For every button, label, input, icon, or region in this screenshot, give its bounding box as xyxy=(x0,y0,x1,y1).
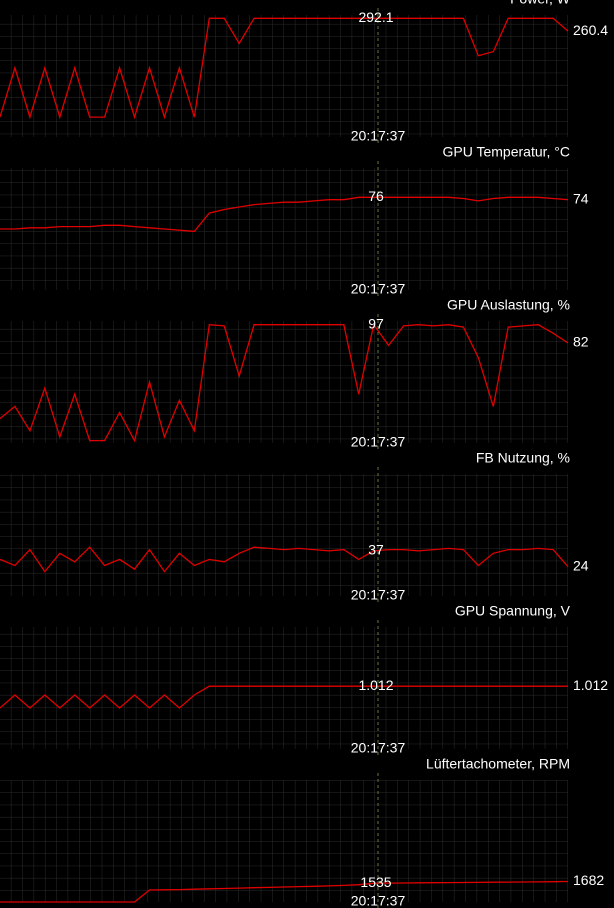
panel-title: Power, W xyxy=(510,0,571,7)
plot-grid xyxy=(0,321,568,443)
panel-title: GPU Spannung, V xyxy=(455,603,571,619)
cursor-time: 20:17:37 xyxy=(351,587,406,603)
current-value: 1.012 xyxy=(573,677,608,693)
current-value: 74 xyxy=(573,190,589,206)
series-line xyxy=(0,685,568,709)
cursor-value: 97 xyxy=(368,315,384,331)
current-value: 24 xyxy=(573,557,589,573)
current-value: 1682 xyxy=(573,872,604,888)
panel-title: Lüftertachometer, RPM xyxy=(426,756,570,772)
cursor-time: 20:17:37 xyxy=(351,893,406,908)
series-line xyxy=(0,546,569,573)
series-line xyxy=(0,196,569,233)
cursor-time: 20:17:37 xyxy=(351,740,406,756)
panel-title: GPU Auslastung, % xyxy=(447,297,570,313)
cursor-value: 292.1 xyxy=(358,9,393,25)
cursor-value: 76 xyxy=(368,188,384,204)
panel-title: GPU Temperatur, °C xyxy=(443,144,571,160)
current-value: 82 xyxy=(573,334,589,350)
series-line xyxy=(0,323,569,443)
plot-grid xyxy=(0,474,568,596)
plot-grid xyxy=(0,168,568,290)
cursor-value: 37 xyxy=(368,542,384,558)
panel-title: FB Nutzung, % xyxy=(476,450,570,466)
current-value: 260.4 xyxy=(573,22,608,38)
plot-grid xyxy=(0,627,568,749)
plot-grid xyxy=(0,780,568,902)
cursor-value: 1.012 xyxy=(358,677,393,693)
series-line xyxy=(0,17,569,120)
cursor-time: 20:17:37 xyxy=(351,128,406,144)
cursor-time: 20:17:37 xyxy=(351,281,406,297)
series-line xyxy=(0,880,569,903)
plot-grid xyxy=(0,15,568,137)
cursor-value: 1535 xyxy=(360,874,391,890)
cursor-time: 20:17:37 xyxy=(351,434,406,450)
